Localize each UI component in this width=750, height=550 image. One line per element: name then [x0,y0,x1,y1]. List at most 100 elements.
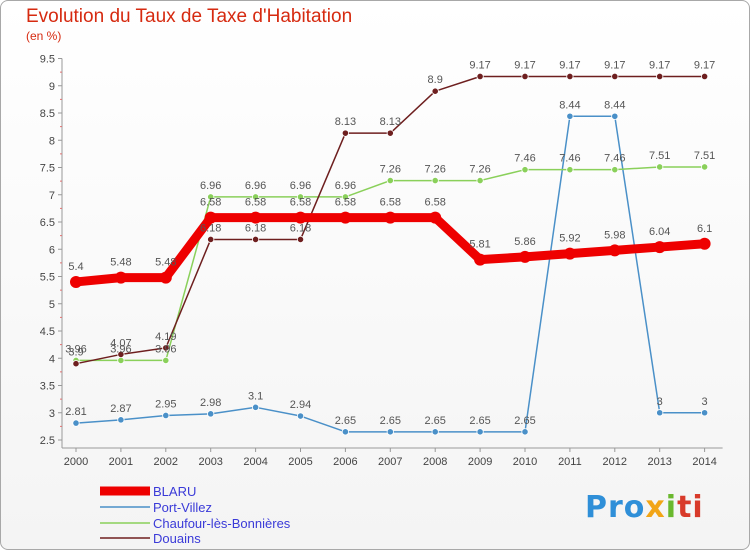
chart-subtitle: (en %) [26,29,62,43]
point-blaru [384,211,397,224]
x-tick-label: 2012 [603,456,627,468]
x-tick-label: 2010 [513,456,537,468]
data-label-chaufour-l-s-bonni-res: 7.46 [604,153,625,165]
x-tick-label: 2003 [198,456,222,468]
chart-title: Evolution du Taux de Taxe d'Habitation [26,6,353,27]
data-label-chaufour-l-s-bonni-res: 7.46 [559,153,580,165]
x-tick-label: 2009 [468,456,492,468]
point-blaru [294,211,307,224]
point-chaufour-l-s-bonni-res [476,176,484,185]
point-douains [566,72,574,81]
x-tick-label: 2014 [692,456,716,468]
data-label-douains: 9.17 [694,59,715,71]
point-chaufour-l-s-bonni-res [207,193,215,201]
point-douains [476,72,484,81]
point-chaufour-l-s-bonni-res [521,166,529,174]
y-tick-label: 4 [49,353,55,365]
y-tick-label: 9.5 [40,54,55,66]
data-label-blaru: 6.58 [380,197,401,209]
point-douains [521,72,529,81]
x-tick-label: 2001 [109,456,133,468]
y-tick-label: 8.5 [40,108,55,120]
point-port-villez [521,428,529,436]
data-label-blaru: 5.48 [155,257,176,269]
point-blaru [474,253,487,266]
logo-part-4: ti [677,490,704,525]
data-label-chaufour-l-s-bonni-res: 6.96 [290,180,311,192]
x-tick-label: 2002 [154,456,178,468]
y-tick-label: 7 [49,190,55,202]
data-label-blaru: 6.58 [335,197,356,209]
data-label-blaru: 5.48 [110,257,131,269]
data-labels-layer: 2.81 2.87 2.95 2.98 3.1 2.94 2.65 2.65 2.65 2.65 2… [65,59,715,426]
data-label-chaufour-l-s-bonni-res: 7.51 [649,150,670,162]
data-label-port-villez: 2.98 [200,397,221,409]
point-port-villez [611,112,619,120]
point-blaru [204,211,217,224]
legend-label-douains: Douains [153,531,201,546]
logo-part-2: x [645,490,666,525]
point-blaru [653,241,666,254]
legend: BLARUPort-VillezChaufour-lès-BonnièresDo… [100,484,291,546]
point-chaufour-l-s-bonni-res [431,176,439,185]
point-chaufour-l-s-bonni-res [296,193,305,201]
logo-part-3: i [665,490,678,525]
point-douains [611,72,619,81]
axes: 2.5 3 3.5 4 4.5 5 5.5 6 6.5 7 7.5 8 8.5 9 9.5 2000 2001 2… [40,54,723,468]
data-label-douains: 8.13 [335,116,356,128]
point-chaufour-l-s-bonni-res [117,356,125,365]
data-label-blaru: 5.81 [469,239,490,251]
x-tick-label: 2006 [333,456,357,468]
data-label-blaru: 6.58 [200,197,221,209]
data-label-chaufour-l-s-bonni-res: 7.26 [469,164,490,176]
point-blaru [563,247,576,260]
data-label-chaufour-l-s-bonni-res: 7.46 [514,153,535,165]
data-label-blaru: 6.1 [697,223,712,235]
point-blaru [519,250,531,263]
data-label-blaru: 6.58 [290,197,311,209]
data-label-chaufour-l-s-bonni-res: 7.51 [694,150,715,162]
data-label-douains: 9.17 [469,59,490,71]
x-tick-label: 2008 [423,456,447,468]
data-label-douains: 4.07 [110,337,131,349]
data-label-douains: 3.9 [68,347,83,359]
point-douains [207,235,215,244]
point-douains [700,72,709,81]
data-label-blaru: 6.58 [245,197,266,209]
point-port-villez [386,428,394,436]
point-douains [386,129,394,137]
x-tick-label: 2004 [243,456,267,468]
x-tick-label: 2000 [64,456,88,468]
y-tick-label: 9 [49,81,55,93]
y-tick-label: 8 [49,135,55,147]
point-port-villez [117,416,125,424]
data-label-douains: 9.17 [604,59,625,71]
point-port-villez [341,428,349,436]
data-label-blaru: 6.58 [424,197,445,209]
data-label-douains: 6.18 [245,222,266,234]
data-label-port-villez: 2.65 [424,415,445,427]
data-label-douains: 6.18 [290,222,311,234]
point-blaru [429,211,442,224]
data-label-port-villez: 8.44 [604,99,625,111]
x-tick-label: 2005 [288,456,312,468]
data-label-douains: 4.19 [155,331,176,343]
data-label-blaru: 5.4 [68,261,83,273]
point-blaru [159,271,172,284]
point-port-villez [566,112,574,120]
data-label-port-villez: 2.65 [514,415,535,427]
data-label-port-villez: 2.94 [290,399,311,411]
data-label-port-villez: 3 [702,396,708,408]
point-blaru [698,237,711,250]
data-label-chaufour-l-s-bonni-res: 7.26 [424,164,445,176]
x-tick-label: 2011 [558,456,582,468]
point-port-villez [252,403,260,411]
point-port-villez [700,409,709,417]
point-chaufour-l-s-bonni-res [700,163,709,171]
y-tick-label: 6.5 [40,217,55,229]
data-label-douains: 9.17 [559,59,580,71]
point-douains [656,72,664,81]
point-blaru [249,211,262,224]
point-douains [162,344,170,352]
